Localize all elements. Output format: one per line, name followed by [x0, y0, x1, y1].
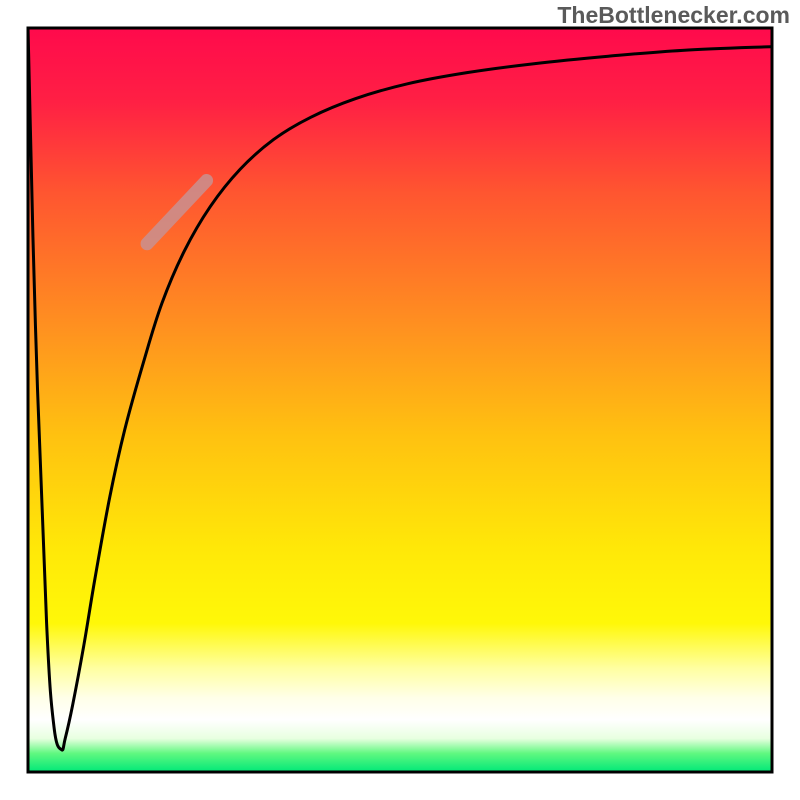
- gradient-background: [28, 28, 772, 772]
- chart-container: TheBottlenecker.com: [0, 0, 800, 800]
- bottleneck-curve-chart: [0, 0, 800, 800]
- watermark: TheBottlenecker.com: [557, 2, 790, 29]
